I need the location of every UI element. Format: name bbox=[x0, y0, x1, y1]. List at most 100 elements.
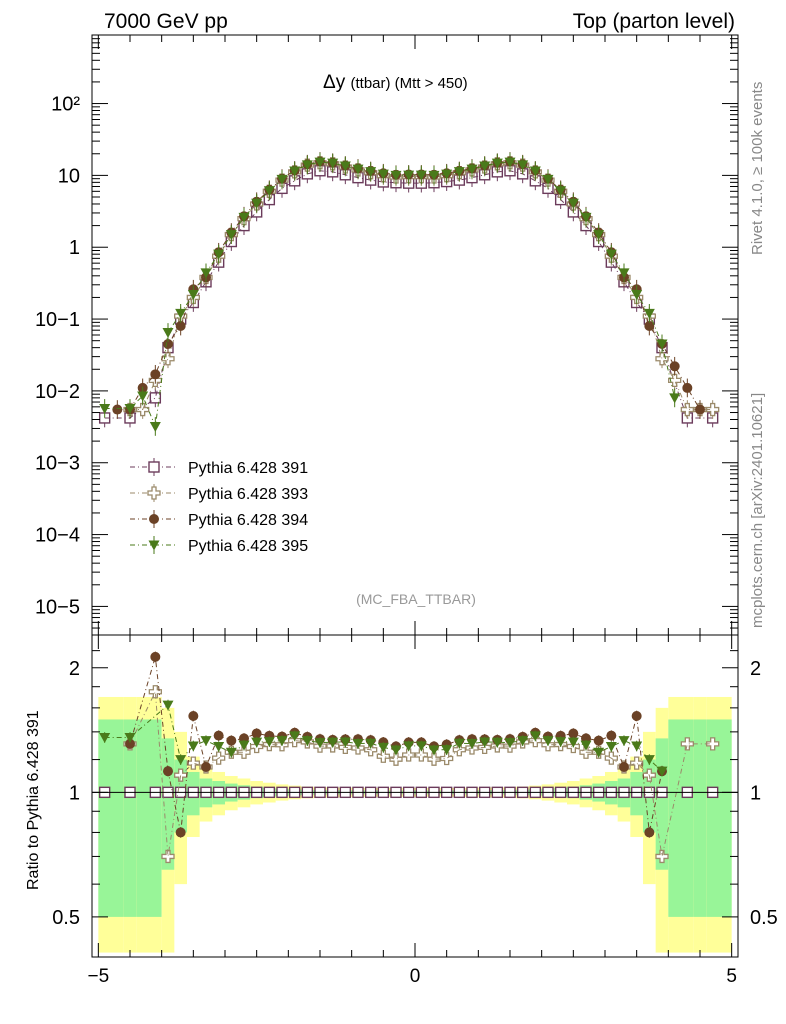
legend-label: Pythia 6.428 394 bbox=[188, 512, 308, 529]
data-point bbox=[352, 164, 364, 175]
series-line-3 bbox=[117, 161, 701, 411]
y-tick-label: 10−5 bbox=[35, 596, 80, 618]
ratio-point bbox=[339, 737, 351, 748]
data-point bbox=[669, 393, 681, 404]
y-tick-label: 10−2 bbox=[35, 381, 80, 403]
band-green-bin bbox=[136, 719, 149, 917]
analysis-label: (MC_FBA_TTBAR) bbox=[356, 591, 476, 607]
uncertainty-band bbox=[98, 696, 732, 953]
ratio-point bbox=[466, 739, 478, 750]
ratio-point bbox=[618, 736, 630, 747]
data-point bbox=[213, 249, 225, 260]
data-point bbox=[163, 338, 173, 349]
data-point bbox=[669, 361, 680, 372]
ratio-point bbox=[365, 738, 377, 749]
ratio-point bbox=[568, 728, 579, 739]
ratio-point bbox=[175, 755, 187, 766]
data-point bbox=[668, 373, 682, 388]
ratio-tick-label-right: 0.5 bbox=[750, 907, 778, 929]
plot-title: Δy (ttbar) (Mtt > 450) bbox=[323, 72, 468, 93]
y-tick-label: 10² bbox=[51, 94, 80, 116]
ratio-point bbox=[237, 745, 251, 759]
ratio-line-3 bbox=[129, 656, 663, 833]
data-point bbox=[161, 352, 175, 366]
ratio-point bbox=[643, 755, 655, 766]
ratio-point bbox=[593, 735, 604, 746]
data-point bbox=[517, 160, 529, 171]
ratio-point bbox=[504, 738, 516, 749]
data-point bbox=[644, 321, 655, 332]
y-tick-label: 10−4 bbox=[35, 525, 80, 547]
ratio-point bbox=[161, 849, 175, 864]
plot-title-main: Δy bbox=[323, 72, 346, 93]
plot-title-sub: (ttbar) (Mtt > 450) bbox=[350, 75, 467, 92]
ratio-line-2 bbox=[129, 689, 713, 857]
ratio-point bbox=[491, 737, 503, 748]
ratio-tick-label-left: 0.5 bbox=[52, 907, 80, 929]
ratio-point bbox=[352, 739, 364, 750]
series-4 bbox=[99, 152, 681, 436]
ratio-point bbox=[251, 728, 262, 739]
series-line-4 bbox=[104, 161, 676, 429]
ratio-tick-label-left: 1 bbox=[69, 782, 80, 804]
data-point bbox=[555, 186, 567, 197]
ratio-point bbox=[389, 752, 403, 766]
legend-label: Pythia 6.428 391 bbox=[188, 460, 308, 477]
ratio-point bbox=[630, 756, 644, 770]
ratio-point bbox=[200, 736, 212, 747]
series-layer bbox=[98, 152, 720, 864]
data-point bbox=[137, 391, 149, 402]
ratio-point bbox=[186, 756, 200, 770]
band-green-bin bbox=[98, 719, 111, 917]
ratio-point bbox=[517, 736, 529, 747]
ratio-point bbox=[187, 741, 199, 752]
ratio-point bbox=[441, 745, 453, 756]
ratio-point bbox=[655, 849, 669, 864]
data-point bbox=[631, 289, 643, 300]
side-text-bottom: mcplots.cern.ch [arXiv:2401.10621] bbox=[749, 393, 766, 628]
y-tick-label: 1 bbox=[69, 237, 80, 259]
ratio-point bbox=[301, 736, 313, 747]
x-tick-label: −5 bbox=[87, 966, 109, 987]
data-point bbox=[706, 402, 720, 417]
data-point bbox=[680, 402, 694, 417]
data-point bbox=[643, 308, 655, 319]
legend-marker bbox=[148, 461, 160, 473]
axis-labels: −5 0 5 10−5 10−4 10−3 10−2 10−1 1 10 10² 0.5 0.5 1 1 2 2 bbox=[35, 94, 778, 987]
y-tick-label: 10−3 bbox=[35, 453, 80, 475]
data-point bbox=[479, 161, 491, 172]
legend-marker bbox=[148, 540, 160, 551]
data-point bbox=[301, 160, 313, 171]
ratio-point bbox=[644, 827, 655, 838]
ratio-tick-label-left: 2 bbox=[69, 658, 80, 680]
ratio-point bbox=[226, 735, 237, 746]
band-green-bin bbox=[706, 719, 719, 917]
ratio-point bbox=[213, 742, 225, 753]
data-point bbox=[580, 212, 592, 223]
ratio-point bbox=[201, 761, 211, 772]
ratio-point bbox=[414, 748, 428, 762]
ratio-point bbox=[680, 737, 694, 751]
header-left: 7000 GeV pp bbox=[104, 10, 228, 33]
x-tick-label: 5 bbox=[726, 966, 737, 987]
side-text-top: Rivet 4.1.0, ≥ 100k events bbox=[749, 82, 766, 255]
data-point bbox=[655, 352, 669, 366]
ratio-point bbox=[148, 685, 162, 699]
data-point bbox=[339, 161, 351, 172]
ratio-point bbox=[289, 731, 301, 742]
ratio-point bbox=[453, 738, 465, 749]
data-point bbox=[453, 167, 465, 178]
data-point bbox=[466, 164, 478, 175]
data-point bbox=[225, 230, 237, 241]
data-point bbox=[289, 166, 301, 177]
ratio-point bbox=[150, 651, 161, 662]
data-point bbox=[504, 157, 516, 168]
data-point bbox=[695, 404, 705, 415]
header-right: Top (parton level) bbox=[573, 10, 735, 33]
data-point bbox=[149, 392, 162, 404]
band-green-bin bbox=[693, 719, 707, 917]
band-green-bin bbox=[668, 719, 681, 917]
legend: Pythia 6.428 391 Pythia 6.428 393 Pythia 6… bbox=[130, 458, 308, 555]
data-point bbox=[327, 158, 339, 169]
